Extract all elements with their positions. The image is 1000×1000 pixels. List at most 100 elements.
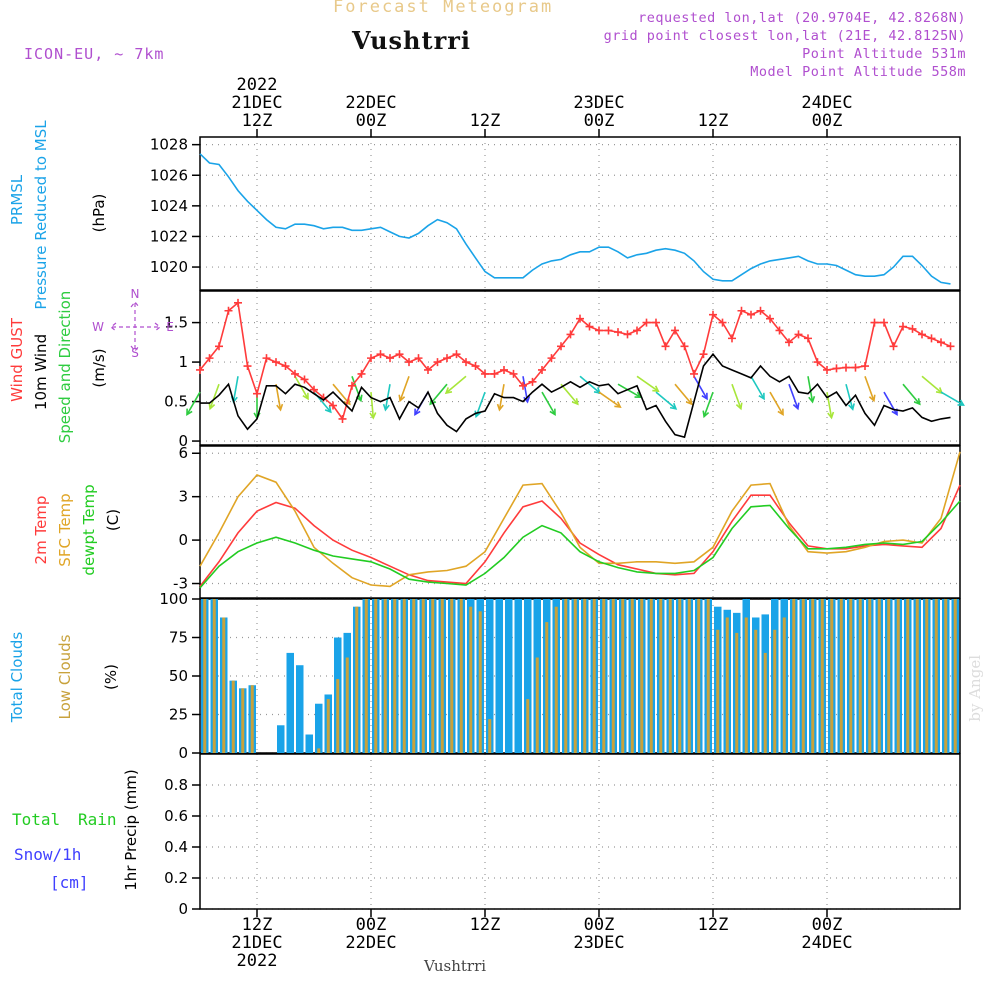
wind-gust-line-marker [642,318,651,327]
wind-direction-arrowhead [701,392,708,401]
precip-ytick-label: 0.4 [164,838,188,856]
wind-gust-line-marker [310,385,318,394]
top-time-label: 2022 [237,75,278,95]
wind-gust-line-marker [519,381,527,390]
total-cloud-bar [524,599,532,753]
low-cloud-bar [801,599,805,753]
temp-dewpt-label: dewpt Temp [80,484,98,575]
wind-gust-line-marker [737,306,746,315]
total-label: Total [12,810,60,829]
precip-ytick-label: 0.8 [164,776,188,794]
rain-label: Rain [78,810,117,829]
pressure-panel-frame [199,136,961,291]
wind-gust-line-marker [661,342,670,351]
wind-label: 10m Wind [32,334,50,410]
wind-gust-line-marker [908,324,917,333]
wind-direction-arrow [674,383,693,405]
wind-direction-arrow [399,376,410,401]
wind-gust-line-marker [196,365,204,374]
low-cloud-bar [744,617,748,753]
wind-direction-arrow [209,383,220,409]
snow-unit-label: [cm] [50,873,89,892]
wind-gust-line-marker [566,330,575,339]
wind-gust-line-marker [804,334,812,343]
low-cloud-bar [459,599,463,753]
bottom-time-label: 2022 [237,951,278,971]
wind-direction-arrowhead [444,387,453,395]
wind-gust-line-marker [395,350,404,359]
wind-direction-arrowhead [777,408,784,417]
temperature-ytick-label: 0 [178,531,188,549]
wind-gust-line-marker [547,354,556,363]
low-cloud-bar [887,599,891,753]
wind-direction-arrow [186,391,201,416]
low-cloud-bar [630,599,634,753]
wind-direction-arrow [655,391,677,410]
wind-gust-line-marker [775,326,784,335]
low-clouds-label: Low Clouds [56,634,74,719]
wind-gust-line-marker [386,354,394,363]
compass-n: N [131,287,140,301]
wind-gust-line-marker [557,342,565,351]
wind-direction-arrowhead [792,402,800,411]
wind-direction-arrow [883,391,898,416]
wind-direction-arrowhead [414,408,421,417]
wind-gust-line-marker [367,354,375,363]
wind-direction-arrow [845,383,854,410]
precip-panel-frame [199,753,961,910]
wind-gust-line-marker [224,306,233,315]
low-cloud-bar [659,599,663,753]
bottom-time-label: 00Z [356,915,387,935]
wind-direction-arrow [807,376,814,403]
grid-point-coords: grid point closest lon,lat (21E, 42.8125… [603,28,966,44]
total-cloud-bar [296,665,304,753]
wind-gust-line-marker [528,377,537,386]
low-cloud-bar [412,599,416,753]
total-cloud-bar [305,734,313,753]
low-cloud-bar [820,599,824,753]
wind-gust-line-marker [281,362,290,371]
wind-direction-arrow [370,392,375,419]
model-point-altitude: Model Point Altitude 558m [750,64,966,80]
top-time-label: 00Z [812,111,843,131]
bottom-time-label: 00Z [584,915,615,935]
total-cloud-bar [286,652,294,753]
top-time-label: 23DEC [573,93,624,113]
wind-gust-line-marker [671,326,679,335]
wind-gust-line-marker [690,369,698,378]
wind-direction-arrowhead [369,412,377,420]
wind-gust-line-marker [215,342,223,351]
low-cloud-bar [355,606,359,753]
total-cloud-bar [315,703,323,753]
top-time-label: 00Z [356,111,387,131]
precip-ytick-label: 0.6 [164,807,188,825]
wind-gust-line-marker [443,354,451,363]
wind-direction-arrowhead [382,403,390,412]
top-time-label: 00Z [584,111,615,131]
wind-gust-line-marker [756,306,765,315]
low-cloud-bar [440,599,444,753]
wind-direction-arrow [275,384,282,410]
wind-direction-arrowhead [848,403,855,411]
low-cloud-bar [374,599,378,753]
wind-direction-arrow [294,375,309,400]
wind-direction-arrowhead [549,408,556,417]
wind-direction-arrow [617,383,641,398]
wind-direction-arrowhead [474,410,482,419]
wind-gust-line-marker [889,342,898,351]
wind-gust-line-marker [680,342,689,351]
precip-ytick-label: 0.2 [164,869,188,887]
low-cloud-bar [203,599,207,753]
bottom-time-label: 21DEC [231,933,282,953]
top-time-label: 21DEC [231,93,282,113]
wind-direction-arrowhead [957,399,965,406]
wind-direction-arrowhead [735,402,743,411]
low-cloud-bar [345,657,349,753]
clouds-ytick-label: 50 [169,667,188,685]
temp-dewpt-line [199,500,961,589]
top-time-label: 22DEC [345,93,396,113]
low-cloud-bar [621,599,625,753]
wind-ytick-label: 0.5 [164,393,188,411]
low-cloud-bar [839,599,843,753]
